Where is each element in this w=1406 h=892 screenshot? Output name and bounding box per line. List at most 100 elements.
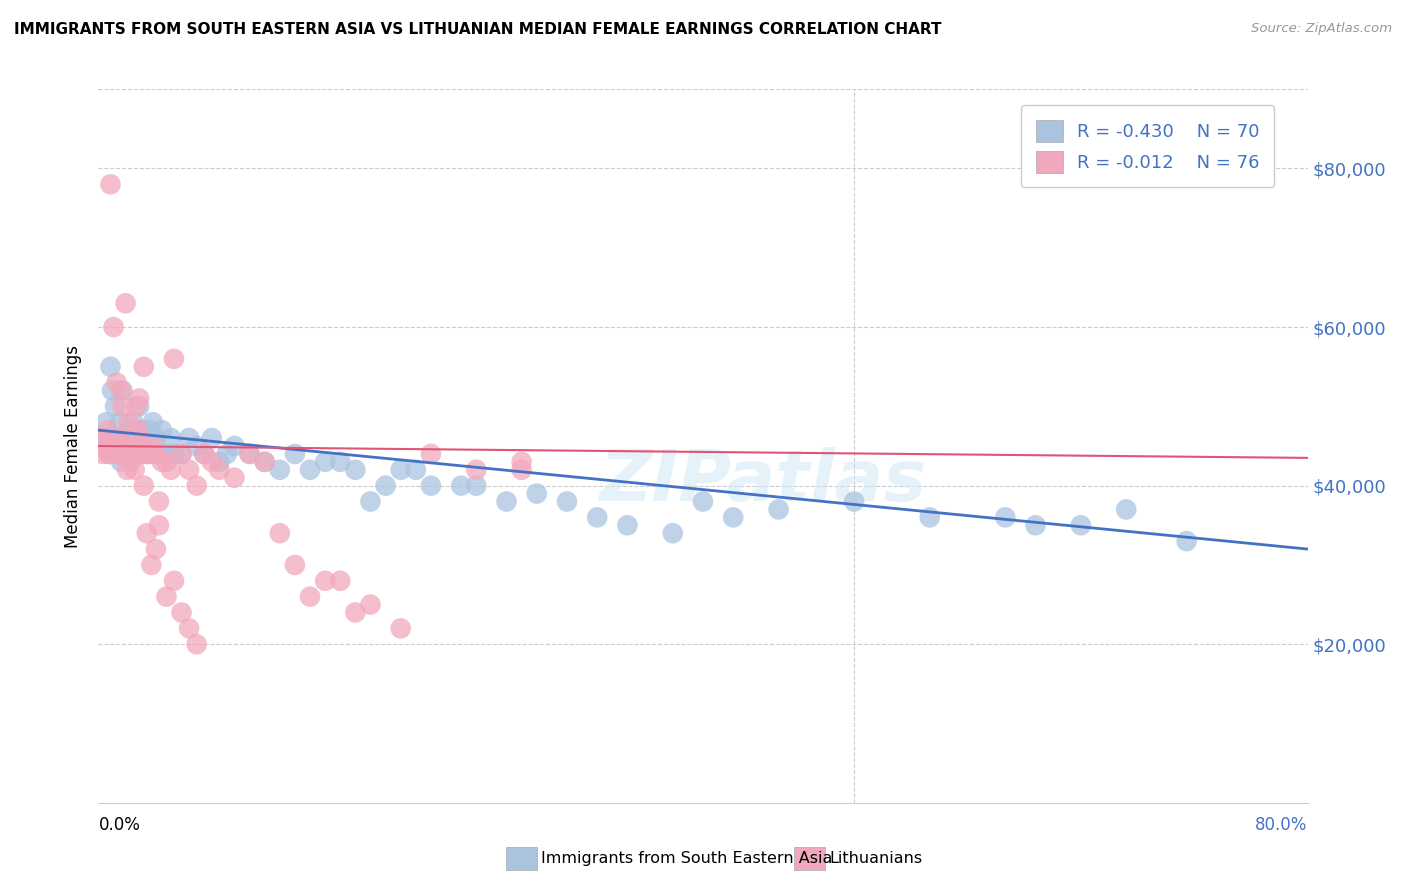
- Point: [170, 447, 193, 461]
- Point: [201, 431, 224, 445]
- Point: [692, 494, 714, 508]
- Point: [215, 447, 238, 461]
- Point: [994, 510, 1017, 524]
- Point: [94, 415, 117, 429]
- Point: [148, 447, 170, 461]
- Point: [239, 447, 262, 461]
- Point: [201, 455, 224, 469]
- Point: [139, 447, 162, 461]
- Point: [96, 423, 118, 437]
- Point: [115, 447, 138, 461]
- Point: [112, 447, 135, 461]
- Text: Lithuanians: Lithuanians: [830, 852, 922, 866]
- Point: [93, 431, 115, 445]
- Point: [253, 455, 276, 469]
- Point: [1024, 518, 1046, 533]
- Point: [128, 400, 150, 414]
- Point: [121, 431, 143, 445]
- Point: [112, 447, 135, 461]
- Point: [510, 455, 533, 469]
- Point: [148, 494, 170, 508]
- Point: [420, 478, 443, 492]
- Point: [269, 526, 291, 541]
- Point: [360, 598, 382, 612]
- Point: [121, 439, 143, 453]
- Point: [186, 478, 208, 492]
- Point: [121, 447, 143, 461]
- Text: Source: ZipAtlas.com: Source: ZipAtlas.com: [1251, 22, 1392, 36]
- Point: [145, 542, 167, 557]
- Point: [465, 463, 488, 477]
- Text: Immigrants from South Eastern Asia: Immigrants from South Eastern Asia: [541, 852, 832, 866]
- Point: [110, 447, 132, 461]
- Text: 0.0%: 0.0%: [98, 816, 141, 834]
- Point: [104, 439, 127, 453]
- Point: [224, 471, 246, 485]
- Point: [122, 439, 145, 453]
- Point: [284, 447, 307, 461]
- Point: [155, 590, 177, 604]
- Point: [118, 415, 141, 429]
- Point: [344, 463, 367, 477]
- Point: [299, 590, 322, 604]
- Point: [105, 431, 128, 445]
- Point: [125, 400, 148, 414]
- Point: [108, 431, 131, 445]
- Point: [101, 384, 124, 398]
- Point: [114, 431, 136, 445]
- Point: [555, 494, 578, 508]
- Point: [1115, 502, 1137, 516]
- Point: [91, 431, 114, 445]
- Point: [148, 518, 170, 533]
- Point: [100, 439, 122, 453]
- Point: [114, 439, 136, 453]
- Point: [129, 431, 152, 445]
- Point: [179, 621, 201, 635]
- Point: [616, 518, 638, 533]
- Point: [150, 455, 173, 469]
- Point: [118, 447, 141, 461]
- Point: [374, 478, 396, 492]
- Point: [108, 415, 131, 429]
- Point: [360, 494, 382, 508]
- Point: [918, 510, 941, 524]
- Point: [115, 463, 138, 477]
- Point: [253, 455, 276, 469]
- Point: [135, 526, 157, 541]
- Point: [114, 296, 136, 310]
- Point: [142, 439, 165, 453]
- Point: [179, 463, 201, 477]
- Point: [107, 447, 129, 461]
- Point: [163, 574, 186, 588]
- Point: [94, 439, 117, 453]
- Point: [844, 494, 866, 508]
- Point: [163, 447, 186, 461]
- Point: [163, 351, 186, 366]
- Point: [170, 447, 193, 461]
- Point: [125, 431, 148, 445]
- Point: [120, 455, 142, 469]
- Point: [208, 463, 231, 477]
- Point: [122, 415, 145, 429]
- Point: [135, 447, 157, 461]
- Point: [105, 447, 128, 461]
- Point: [118, 423, 141, 437]
- Point: [768, 502, 790, 516]
- Point: [142, 415, 165, 429]
- Point: [124, 463, 146, 477]
- Point: [193, 447, 215, 461]
- Point: [224, 439, 246, 453]
- Point: [105, 376, 128, 390]
- Point: [155, 455, 177, 469]
- Point: [329, 455, 352, 469]
- Point: [111, 384, 134, 398]
- Point: [389, 463, 412, 477]
- Point: [155, 447, 177, 461]
- Point: [465, 478, 488, 492]
- Point: [186, 637, 208, 651]
- Point: [179, 431, 201, 445]
- Point: [141, 558, 163, 572]
- Point: [269, 463, 291, 477]
- Point: [98, 447, 121, 461]
- Text: IMMIGRANTS FROM SOUTH EASTERN ASIA VS LITHUANIAN MEDIAN FEMALE EARNINGS CORRELAT: IMMIGRANTS FROM SOUTH EASTERN ASIA VS LI…: [14, 22, 942, 37]
